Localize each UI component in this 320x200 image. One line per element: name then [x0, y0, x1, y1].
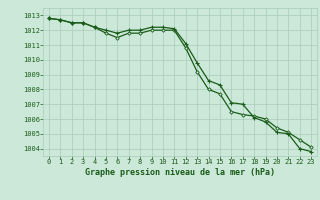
- X-axis label: Graphe pression niveau de la mer (hPa): Graphe pression niveau de la mer (hPa): [85, 168, 275, 177]
